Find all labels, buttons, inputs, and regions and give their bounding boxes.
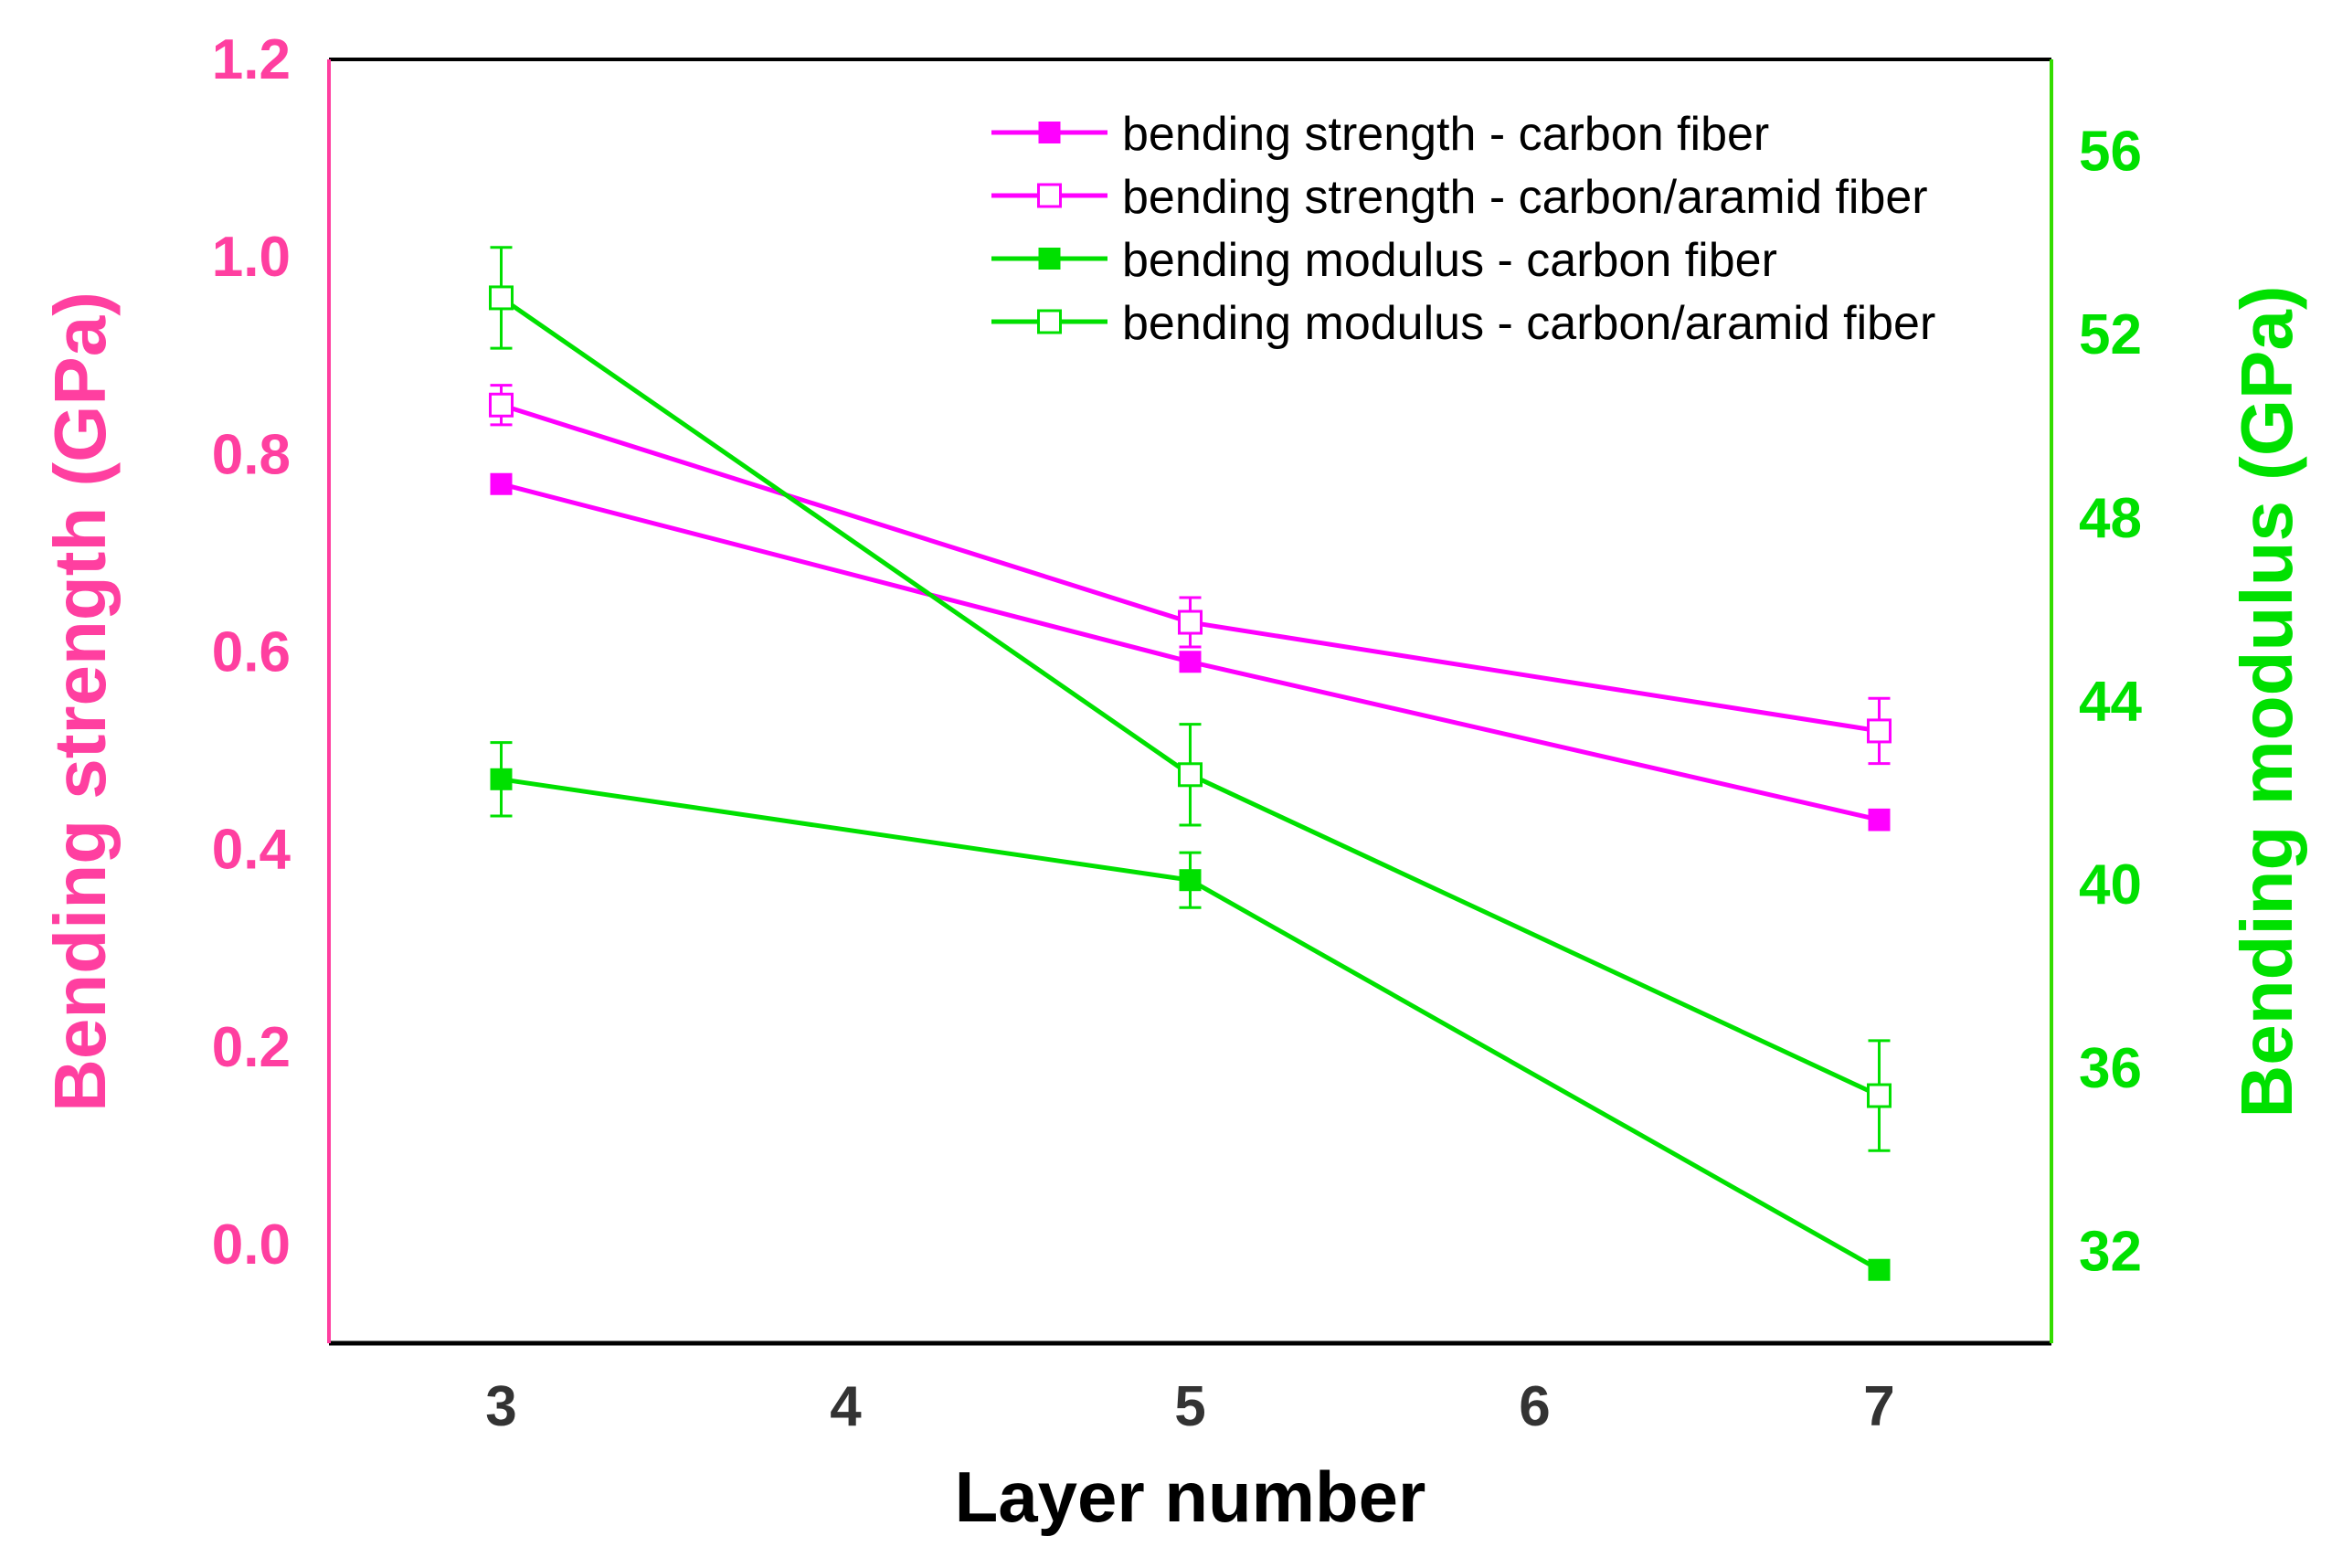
series-2: [489, 384, 1892, 766]
x-tick-label: 7: [1863, 1375, 1894, 1438]
legend-label: bending strength - carbon fiber: [1122, 108, 1769, 161]
right-y-axis-label: Bending modulus (GPa): [2226, 285, 2307, 1118]
left-y-tick-label: 0.4: [212, 819, 291, 882]
data-point-marker: [1867, 1083, 1892, 1108]
series-4: [489, 246, 1892, 1152]
legend-marker: [1037, 183, 1062, 208]
left-y-tick-label: 0.0: [212, 1213, 291, 1277]
right-y-tick-label: 36: [2079, 1037, 2142, 1100]
legend-item: bending strength - carbon fiber: [991, 108, 1769, 161]
right-y-tick-label: 56: [2079, 120, 2142, 183]
left-y-tick-label: 1.0: [212, 226, 291, 289]
x-tick-label: 6: [1519, 1375, 1550, 1438]
data-point-marker: [1179, 651, 1202, 673]
x-tick-label: 4: [830, 1375, 862, 1438]
data-point-marker: [489, 392, 514, 418]
legend-item: bending modulus - carbon fiber: [991, 234, 1777, 287]
legend-label: bending modulus - carbon fiber: [1122, 234, 1777, 287]
legend-item: bending modulus - carbon/aramid fiber: [991, 297, 1935, 350]
series-3: [490, 741, 1891, 1281]
data-point-marker: [1868, 809, 1891, 832]
x-tick-label: 3: [485, 1375, 516, 1438]
right-y-tick-label: 44: [2079, 671, 2142, 734]
data-point-marker: [1178, 609, 1203, 635]
series-group: [489, 246, 1892, 1281]
legend-marker: [1037, 309, 1062, 334]
legend-label: bending strength - carbon/aramid fiber: [1122, 171, 1928, 224]
series-1: [490, 472, 1891, 832]
data-point-marker: [1867, 718, 1892, 744]
data-point-marker: [490, 768, 513, 790]
right-y-tick-label: 48: [2079, 487, 2142, 550]
right-y-tick-label: 52: [2079, 303, 2142, 366]
legend-marker: [1038, 122, 1061, 143]
left-y-axis-label: Bending strength (GPa): [39, 291, 121, 1112]
left-y-tick-label: 0.6: [212, 620, 291, 683]
data-point-marker: [489, 285, 514, 311]
x-axis-label: Layer number: [955, 1457, 1426, 1537]
data-point-marker: [1868, 1258, 1891, 1281]
legend-item: bending strength - carbon/aramid fiber: [991, 171, 1928, 224]
left-y-tick-label: 0.8: [212, 423, 291, 486]
data-point-marker: [490, 472, 513, 495]
left-y-tick-label: 1.2: [212, 28, 291, 91]
data-point-marker: [1179, 869, 1202, 892]
right-y-tick-label: 32: [2079, 1221, 2142, 1284]
x-tick-label: 5: [1174, 1375, 1205, 1438]
series-line: [500, 402, 1880, 734]
legend-marker: [1038, 248, 1061, 270]
right-y-tick-label: 40: [2079, 853, 2142, 916]
data-point-marker: [1178, 762, 1203, 788]
legend-label: bending modulus - carbon/aramid fiber: [1122, 297, 1935, 350]
plot-frame-group: [327, 58, 2053, 1346]
left-y-tick-label: 0.2: [212, 1016, 291, 1079]
legend: bending strength - carbon fiber bending s…: [991, 108, 1935, 350]
